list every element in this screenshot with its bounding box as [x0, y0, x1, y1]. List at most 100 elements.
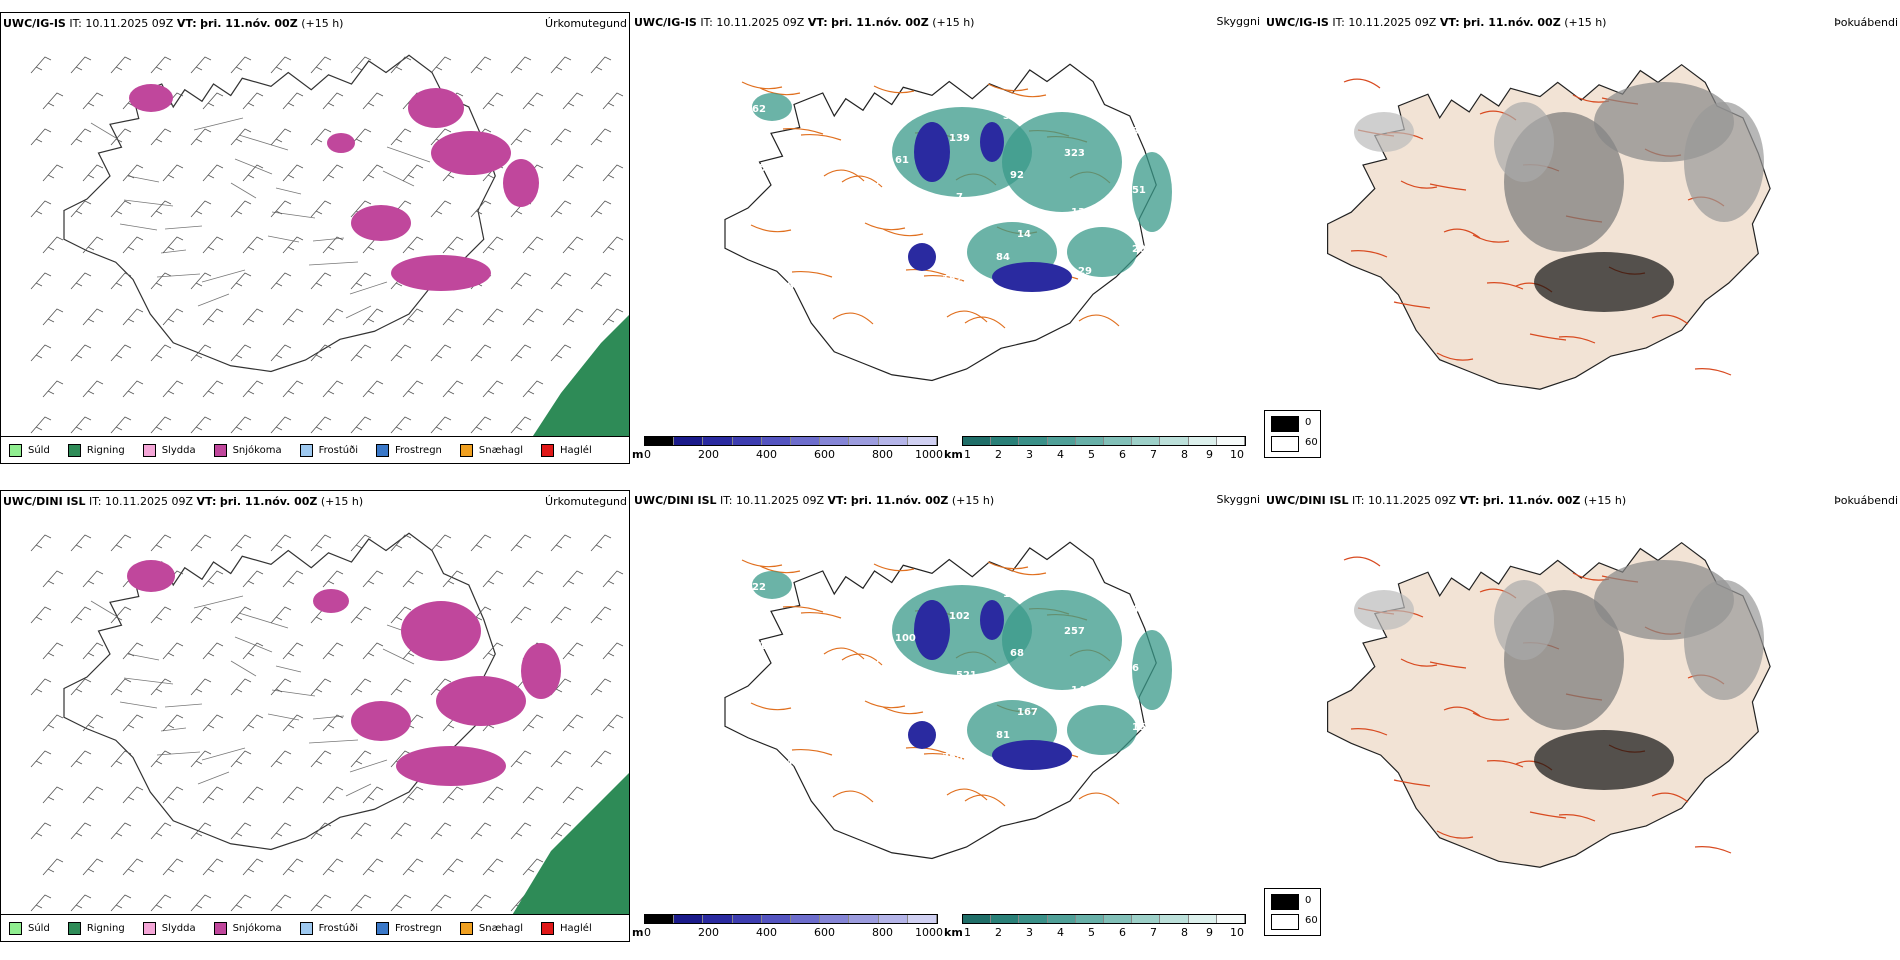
road-line — [987, 561, 1029, 570]
cloud-base-label: 108 — [1057, 767, 1078, 778]
wind-barb — [122, 236, 144, 254]
road-line — [1343, 556, 1381, 567]
road-line — [1393, 779, 1431, 787]
wind-barb — [402, 380, 424, 398]
iceland-fog-map — [1327, 63, 1771, 390]
legend-item: Snæhagl — [459, 921, 523, 935]
wind-barb — [150, 344, 172, 362]
road-line — [782, 605, 824, 613]
wind-barb — [202, 92, 224, 110]
wind-barb — [550, 822, 572, 840]
wind-barb — [70, 534, 92, 552]
wind-barb — [242, 714, 264, 732]
cloud-base-label: 509 — [766, 700, 787, 711]
wind-barb — [470, 822, 492, 840]
wind-barb — [110, 200, 132, 218]
wind-barb — [122, 858, 144, 876]
row-dini-isl: UWC/DINI ISL IT: 10.11.2025 09Z VT: þri.… — [0, 490, 1900, 960]
snow-area — [351, 701, 411, 741]
wind-barb — [282, 570, 304, 588]
road-line — [312, 237, 345, 242]
wind-barb — [42, 164, 64, 182]
snow-area — [351, 205, 411, 241]
wind-barb — [202, 164, 224, 182]
road-line — [1558, 814, 1596, 822]
snow-area — [503, 159, 539, 207]
wind-barb — [510, 750, 532, 768]
wind-barb — [70, 894, 92, 912]
road-line — [230, 182, 257, 199]
wind-barb — [402, 236, 424, 254]
wind-barb — [442, 236, 464, 254]
wind-barb — [42, 786, 64, 804]
snow-area — [408, 88, 464, 128]
road-line — [750, 224, 792, 233]
wind-barb — [322, 308, 344, 326]
wind-barb — [70, 56, 92, 74]
road-line — [841, 653, 883, 666]
snow-area — [129, 84, 173, 112]
wind-barb — [482, 570, 504, 588]
road-line — [197, 293, 230, 307]
wind-barb — [362, 308, 384, 326]
cloud-base-label: 190 — [881, 715, 902, 726]
road-line — [90, 600, 117, 617]
iceland-precip-map — [30, 532, 629, 917]
wind-barb — [310, 344, 332, 362]
fog-indicator-area — [1494, 102, 1554, 182]
legend-item: Haglél — [541, 443, 592, 457]
wind-barb — [390, 822, 412, 840]
road-line — [127, 653, 160, 661]
wind-barb — [430, 200, 452, 218]
cloud-base-label: 151 — [1125, 185, 1146, 196]
road-line — [923, 752, 965, 760]
wind-barb — [282, 858, 304, 876]
wind-barb — [202, 786, 224, 804]
road-line — [164, 703, 203, 708]
cloud-base-label: 81 — [813, 141, 827, 152]
wind-barb — [230, 678, 252, 696]
road-line — [987, 83, 1029, 92]
road-line — [234, 158, 273, 175]
panel-header: UWC/DINI ISL IT: 10.11.2025 09Z VT: þri.… — [3, 495, 364, 508]
wind-barb — [282, 642, 304, 660]
wind-barb — [510, 534, 532, 552]
wind-barb — [270, 272, 292, 290]
low-cloud-area — [914, 600, 950, 660]
low-cloud-area — [914, 122, 950, 182]
visibility-colorbar: km 1 2 3 4 5 6 7 8 9 10 — [944, 914, 1246, 944]
road-line — [923, 274, 965, 282]
wind-barb — [602, 164, 624, 182]
wind-barb — [402, 570, 424, 588]
fog-panel: UWC/DINI ISL IT: 10.11.2025 09Z VT: þri.… — [1264, 490, 1900, 948]
low-cloud-area — [992, 262, 1072, 292]
wind-barb — [70, 416, 92, 434]
road-line — [123, 199, 174, 207]
wind-barb — [162, 380, 184, 398]
cloud-base-label: 157 — [820, 678, 841, 689]
road-line — [741, 559, 783, 568]
road-line — [234, 636, 273, 653]
wind-barb — [110, 678, 132, 696]
wind-barb — [522, 92, 544, 110]
road-line — [946, 310, 988, 323]
wind-barb — [482, 380, 504, 398]
wind-barb — [110, 416, 132, 434]
panel-header: UWC/DINI ISL IT: 10.11.2025 09Z VT: þri.… — [634, 494, 995, 507]
wind-barb — [162, 164, 184, 182]
wind-barb — [590, 200, 612, 218]
road-line — [345, 783, 372, 797]
low-cloud-area — [980, 122, 1004, 162]
wind-barb — [522, 308, 544, 326]
wind-barb — [150, 128, 172, 146]
wind-barb — [322, 786, 344, 804]
wind-barb — [310, 416, 332, 434]
wind-barb — [562, 164, 584, 182]
road-line — [238, 134, 289, 151]
wind-barb — [282, 164, 304, 182]
panel-title: Þokuábendi — [1834, 494, 1898, 507]
wind-barb — [322, 164, 344, 182]
wind-barb — [202, 308, 224, 326]
road-line — [1350, 728, 1388, 736]
wind-barb — [470, 56, 492, 74]
